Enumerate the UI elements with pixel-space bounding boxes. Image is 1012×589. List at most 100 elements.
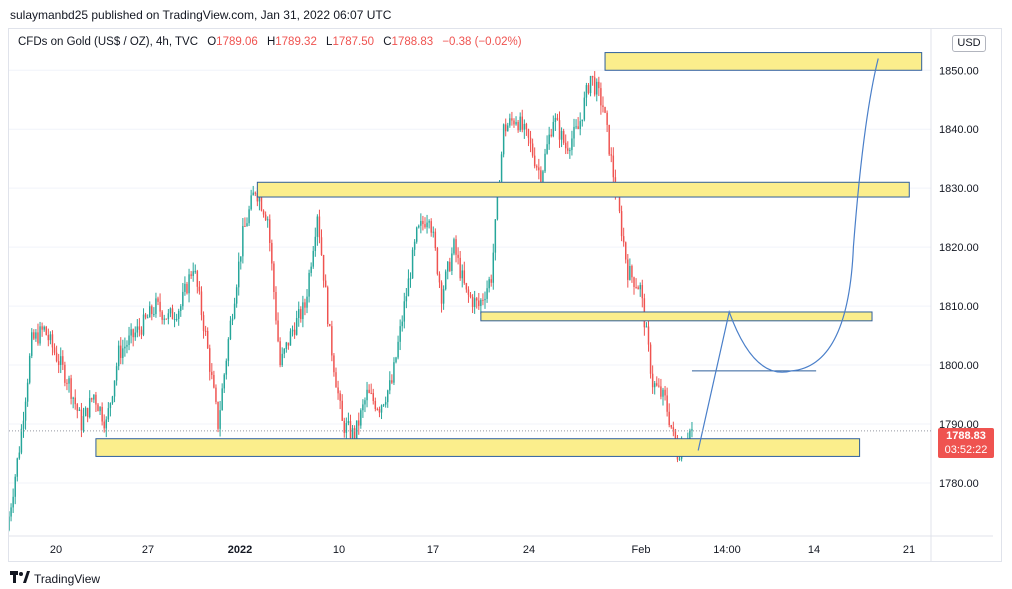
- candle-body: [113, 380, 116, 397]
- candle-body: [571, 138, 573, 151]
- candle-body: [475, 298, 478, 301]
- candle-body: [533, 155, 536, 167]
- brand-name: TradingView: [34, 571, 101, 586]
- candle-body: [134, 332, 136, 338]
- candle-body: [575, 126, 577, 128]
- candle-body: [76, 404, 79, 411]
- candle-body: [107, 408, 110, 420]
- candle-body: [598, 81, 600, 89]
- time-tick-label: 2022: [228, 544, 252, 556]
- candle-body: [202, 315, 205, 331]
- candle-body: [645, 326, 648, 328]
- candle-body: [428, 221, 430, 223]
- candle-body: [130, 329, 132, 336]
- candle-body: [633, 277, 635, 287]
- candle-body: [347, 421, 350, 424]
- candle-body: [151, 306, 153, 315]
- open-value: 1789.06: [216, 36, 258, 48]
- candle-body: [101, 406, 103, 422]
- bar-countdown: 03:52:22: [944, 444, 988, 456]
- candle-body: [525, 123, 528, 130]
- candle-body: [333, 355, 335, 373]
- close-label: C: [383, 36, 392, 48]
- candle-body: [43, 326, 45, 330]
- support-resistance-zone: [256, 181, 910, 198]
- candle-body: [376, 408, 379, 410]
- candle-body: [99, 406, 101, 412]
- candle-body: [447, 261, 449, 272]
- candle-body: [552, 121, 555, 137]
- candle-body: [45, 326, 47, 336]
- candle-body: [345, 423, 348, 433]
- candle-body: [146, 317, 149, 319]
- candle-body: [254, 192, 257, 194]
- candle-body: [84, 407, 87, 417]
- candle-body: [335, 372, 337, 388]
- candle-body: [349, 421, 352, 438]
- candle-body: [211, 371, 213, 375]
- price-chart[interactable]: 1780.00 1790.00 1800.00 1810.00 1820.00 1830.…: [9, 29, 993, 561]
- candle-body: [542, 171, 544, 186]
- candle-body: [163, 318, 165, 320]
- candle-body: [368, 389, 370, 393]
- candle-body: [277, 320, 279, 342]
- candle-body: [664, 389, 666, 396]
- candle-body: [653, 383, 656, 388]
- candle-body: [140, 329, 143, 335]
- projection-path: [697, 58, 879, 451]
- candle-body: [200, 291, 203, 316]
- candle-body: [12, 496, 14, 508]
- candle-body: [567, 148, 569, 151]
- candle-body: [625, 242, 627, 260]
- candle-body: [455, 239, 457, 255]
- candle-body: [500, 154, 503, 188]
- candle-body: [378, 409, 381, 413]
- candle-body: [562, 130, 565, 143]
- candle-body: [413, 241, 416, 250]
- candle-body: [184, 283, 186, 292]
- candle-body: [420, 220, 422, 226]
- candle-body: [132, 329, 134, 338]
- candle-body: [418, 225, 420, 228]
- footer-branding[interactable]: TradingView: [10, 571, 100, 586]
- candle-body: [434, 231, 437, 249]
- candle-body: [635, 286, 637, 288]
- candle-body: [596, 81, 598, 95]
- candle-body: [80, 409, 83, 431]
- candle-body: [600, 88, 602, 106]
- close-value: 1788.83: [391, 36, 434, 48]
- candle-body: [569, 150, 571, 152]
- candle-body: [364, 400, 366, 405]
- candle-body: [457, 254, 459, 258]
- candle-body: [546, 144, 548, 154]
- candle-body: [612, 155, 615, 178]
- candle-body: [509, 118, 511, 126]
- candle-body: [250, 195, 252, 210]
- symbol-label[interactable]: CFDs on Gold (US$ / OZ), 4h, TVC: [18, 36, 199, 48]
- candle-body: [31, 332, 33, 356]
- candle-body: [153, 314, 155, 316]
- price-tick-label: 1800.00: [939, 360, 979, 372]
- candle-body: [78, 409, 81, 411]
- candle-body: [403, 301, 406, 322]
- candle-body: [523, 123, 526, 130]
- candle-body: [155, 298, 157, 315]
- candle-body: [66, 382, 68, 384]
- candle-body: [358, 420, 360, 426]
- candle-body: [221, 388, 223, 411]
- price-tick-label: 1790.00: [939, 419, 979, 431]
- candle-body: [564, 142, 567, 149]
- candle-body: [136, 326, 139, 333]
- time-tick-label: 21: [903, 544, 915, 556]
- candle-body: [159, 301, 161, 312]
- candle-body: [279, 341, 281, 366]
- candle-body: [51, 334, 54, 348]
- candle-body: [374, 400, 377, 409]
- currency-button[interactable]: USD: [952, 35, 986, 52]
- candle-body: [496, 193, 499, 220]
- candle-body: [304, 302, 306, 308]
- candle-body: [60, 356, 62, 365]
- candle-body: [300, 309, 302, 320]
- candle-body: [471, 296, 474, 307]
- candle-body: [70, 378, 72, 399]
